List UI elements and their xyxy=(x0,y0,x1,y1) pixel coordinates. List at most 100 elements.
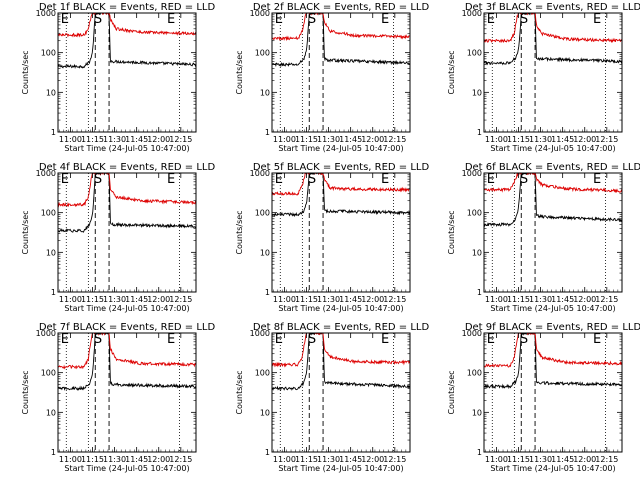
x-tick-label: 11:30 xyxy=(529,135,552,144)
plot-area xyxy=(484,13,622,132)
panel-title: Det 5f BLACK = Events, RED = LLD xyxy=(253,162,430,173)
x-axis-label: Start Time (24-Jul-05 10:47:00) xyxy=(490,304,615,313)
y-tick-label: 1 xyxy=(51,448,56,457)
x-tick-label: 11:45 xyxy=(339,455,362,464)
x-tick-label: 11:15 xyxy=(507,455,530,464)
x-tick-label: 11:00 xyxy=(273,455,296,464)
y-axis-label: Counts/sec xyxy=(235,50,244,94)
plot-area xyxy=(272,333,410,452)
plot-frame xyxy=(483,172,623,293)
x-tick-label: 11:15 xyxy=(295,455,318,464)
x-tick-label: 11:45 xyxy=(125,455,148,464)
x-tick-label: 12:00 xyxy=(573,295,596,304)
y-tick-label: 10 xyxy=(46,88,56,97)
x-tick-label: 12:15 xyxy=(595,295,618,304)
plot-frame xyxy=(271,172,411,293)
y-tick-label: 1 xyxy=(51,128,56,137)
panel-title: Det 6f BLACK = Events, RED = LLD xyxy=(465,162,640,173)
y-tick-label: 1 xyxy=(477,128,482,137)
panel-det-4: Det 4f BLACK = Events, RED = LLD 1 10 100 10… xyxy=(21,162,215,313)
y-tick-label: 10 xyxy=(472,88,482,97)
panel-det-2: Det 2f BLACK = Events, RED = LLD 1 10 100 10… xyxy=(235,2,429,153)
y-tick-label: 10 xyxy=(472,248,482,257)
plot-frame xyxy=(483,332,623,453)
x-tick-label: 12:15 xyxy=(383,455,406,464)
y-tick-label: 1000 xyxy=(250,329,270,338)
x-tick-label: 12:15 xyxy=(595,455,618,464)
x-tick-label: 12:00 xyxy=(573,135,596,144)
events-series-line xyxy=(484,13,622,66)
panel-title: Det 4f BLACK = Events, RED = LLD xyxy=(39,162,216,173)
x-tick-label: 11:30 xyxy=(317,455,340,464)
interval-marker-label: E xyxy=(167,332,175,347)
x-tick-label: 12:15 xyxy=(169,295,192,304)
plot-area xyxy=(58,333,196,452)
y-tick-label: 1 xyxy=(477,288,482,297)
interval-marker-label: E xyxy=(61,332,69,347)
lld-series-line xyxy=(484,173,622,194)
y-tick-label: 100 xyxy=(467,49,482,58)
y-tick-label: 1 xyxy=(51,288,56,297)
plot-area xyxy=(484,333,622,452)
x-tick-label: 12:15 xyxy=(169,455,192,464)
panel-title: Det 1f BLACK = Events, RED = LLD xyxy=(39,2,216,13)
interval-marker-label: E xyxy=(593,172,601,187)
y-tick-label: 100 xyxy=(41,49,56,58)
x-tick-label: 11:30 xyxy=(103,455,126,464)
lld-series-line xyxy=(272,333,410,368)
x-tick-label: 12:15 xyxy=(383,135,406,144)
x-tick-label: 12:15 xyxy=(595,135,618,144)
interval-marker-label: S xyxy=(94,172,102,187)
x-tick-label: 11:00 xyxy=(485,295,508,304)
x-tick-label: 11:15 xyxy=(295,295,318,304)
panel-det-9: Det 9f BLACK = Events, RED = LLD 1 10 100 10… xyxy=(447,322,640,473)
x-tick-label: 12:00 xyxy=(147,295,170,304)
interval-marker-label: E xyxy=(167,172,175,187)
panel-title: Det 3f BLACK = Events, RED = LLD xyxy=(465,2,640,13)
panel-title: Det 7f BLACK = Events, RED = LLD xyxy=(39,322,216,333)
interval-marker-label: E xyxy=(381,332,389,347)
x-axis-label: Start Time (24-Jul-05 10:47:00) xyxy=(278,304,403,313)
y-tick-label: 1000 xyxy=(36,329,56,338)
interval-marker-label: E xyxy=(275,172,283,187)
x-axis-label: Start Time (24-Jul-05 10:47:00) xyxy=(278,144,403,153)
y-tick-label: 1000 xyxy=(462,169,482,178)
y-tick-label: 1 xyxy=(265,288,270,297)
plot-area xyxy=(272,173,410,292)
interval-marker-label: E xyxy=(275,332,283,347)
y-tick-label: 1 xyxy=(477,448,482,457)
plot-frame xyxy=(271,12,411,133)
y-tick-label: 10 xyxy=(260,248,270,257)
x-tick-label: 11:45 xyxy=(551,455,574,464)
x-tick-label: 11:45 xyxy=(125,135,148,144)
x-axis-label: Start Time (24-Jul-05 10:47:00) xyxy=(490,144,615,153)
lld-series-line xyxy=(484,13,622,44)
x-tick-label: 11:45 xyxy=(339,295,362,304)
interval-marker-label: E xyxy=(61,12,69,27)
interval-marker-label: E xyxy=(487,172,495,187)
lld-series-line xyxy=(484,333,622,368)
panel-title: Det 9f BLACK = Events, RED = LLD xyxy=(465,322,640,333)
lld-series-line xyxy=(272,13,410,42)
y-axis-label: Counts/sec xyxy=(21,210,30,254)
interval-marker-label: E xyxy=(381,172,389,187)
plot-area xyxy=(272,13,410,132)
interval-marker-label: S xyxy=(520,172,528,187)
y-tick-label: 1000 xyxy=(462,9,482,18)
plot-frame xyxy=(483,12,623,133)
x-tick-label: 11:15 xyxy=(81,295,104,304)
x-tick-label: 11:45 xyxy=(551,135,574,144)
x-axis-label: Start Time (24-Jul-05 10:47:00) xyxy=(278,464,403,473)
panel-det-3: Det 3f BLACK = Events, RED = LLD 1 10 100 10… xyxy=(447,2,640,153)
x-tick-label: 11:15 xyxy=(295,135,318,144)
events-series-line xyxy=(272,333,410,392)
x-axis-label: Start Time (24-Jul-05 10:47:00) xyxy=(490,464,615,473)
x-tick-label: 11:45 xyxy=(551,295,574,304)
interval-marker-label: S xyxy=(308,172,316,187)
x-tick-label: 11:30 xyxy=(317,295,340,304)
x-tick-label: 11:15 xyxy=(507,135,530,144)
y-tick-label: 100 xyxy=(255,209,270,218)
plot-frame xyxy=(57,172,197,293)
events-series-line xyxy=(272,13,410,68)
